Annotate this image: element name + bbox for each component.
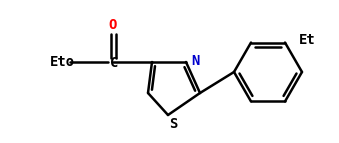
Text: Et: Et [299,33,316,47]
Text: N: N [191,54,199,68]
Text: Eto: Eto [50,55,75,69]
Text: S: S [169,117,177,131]
Text: O: O [109,18,117,32]
Text: C: C [110,56,118,70]
